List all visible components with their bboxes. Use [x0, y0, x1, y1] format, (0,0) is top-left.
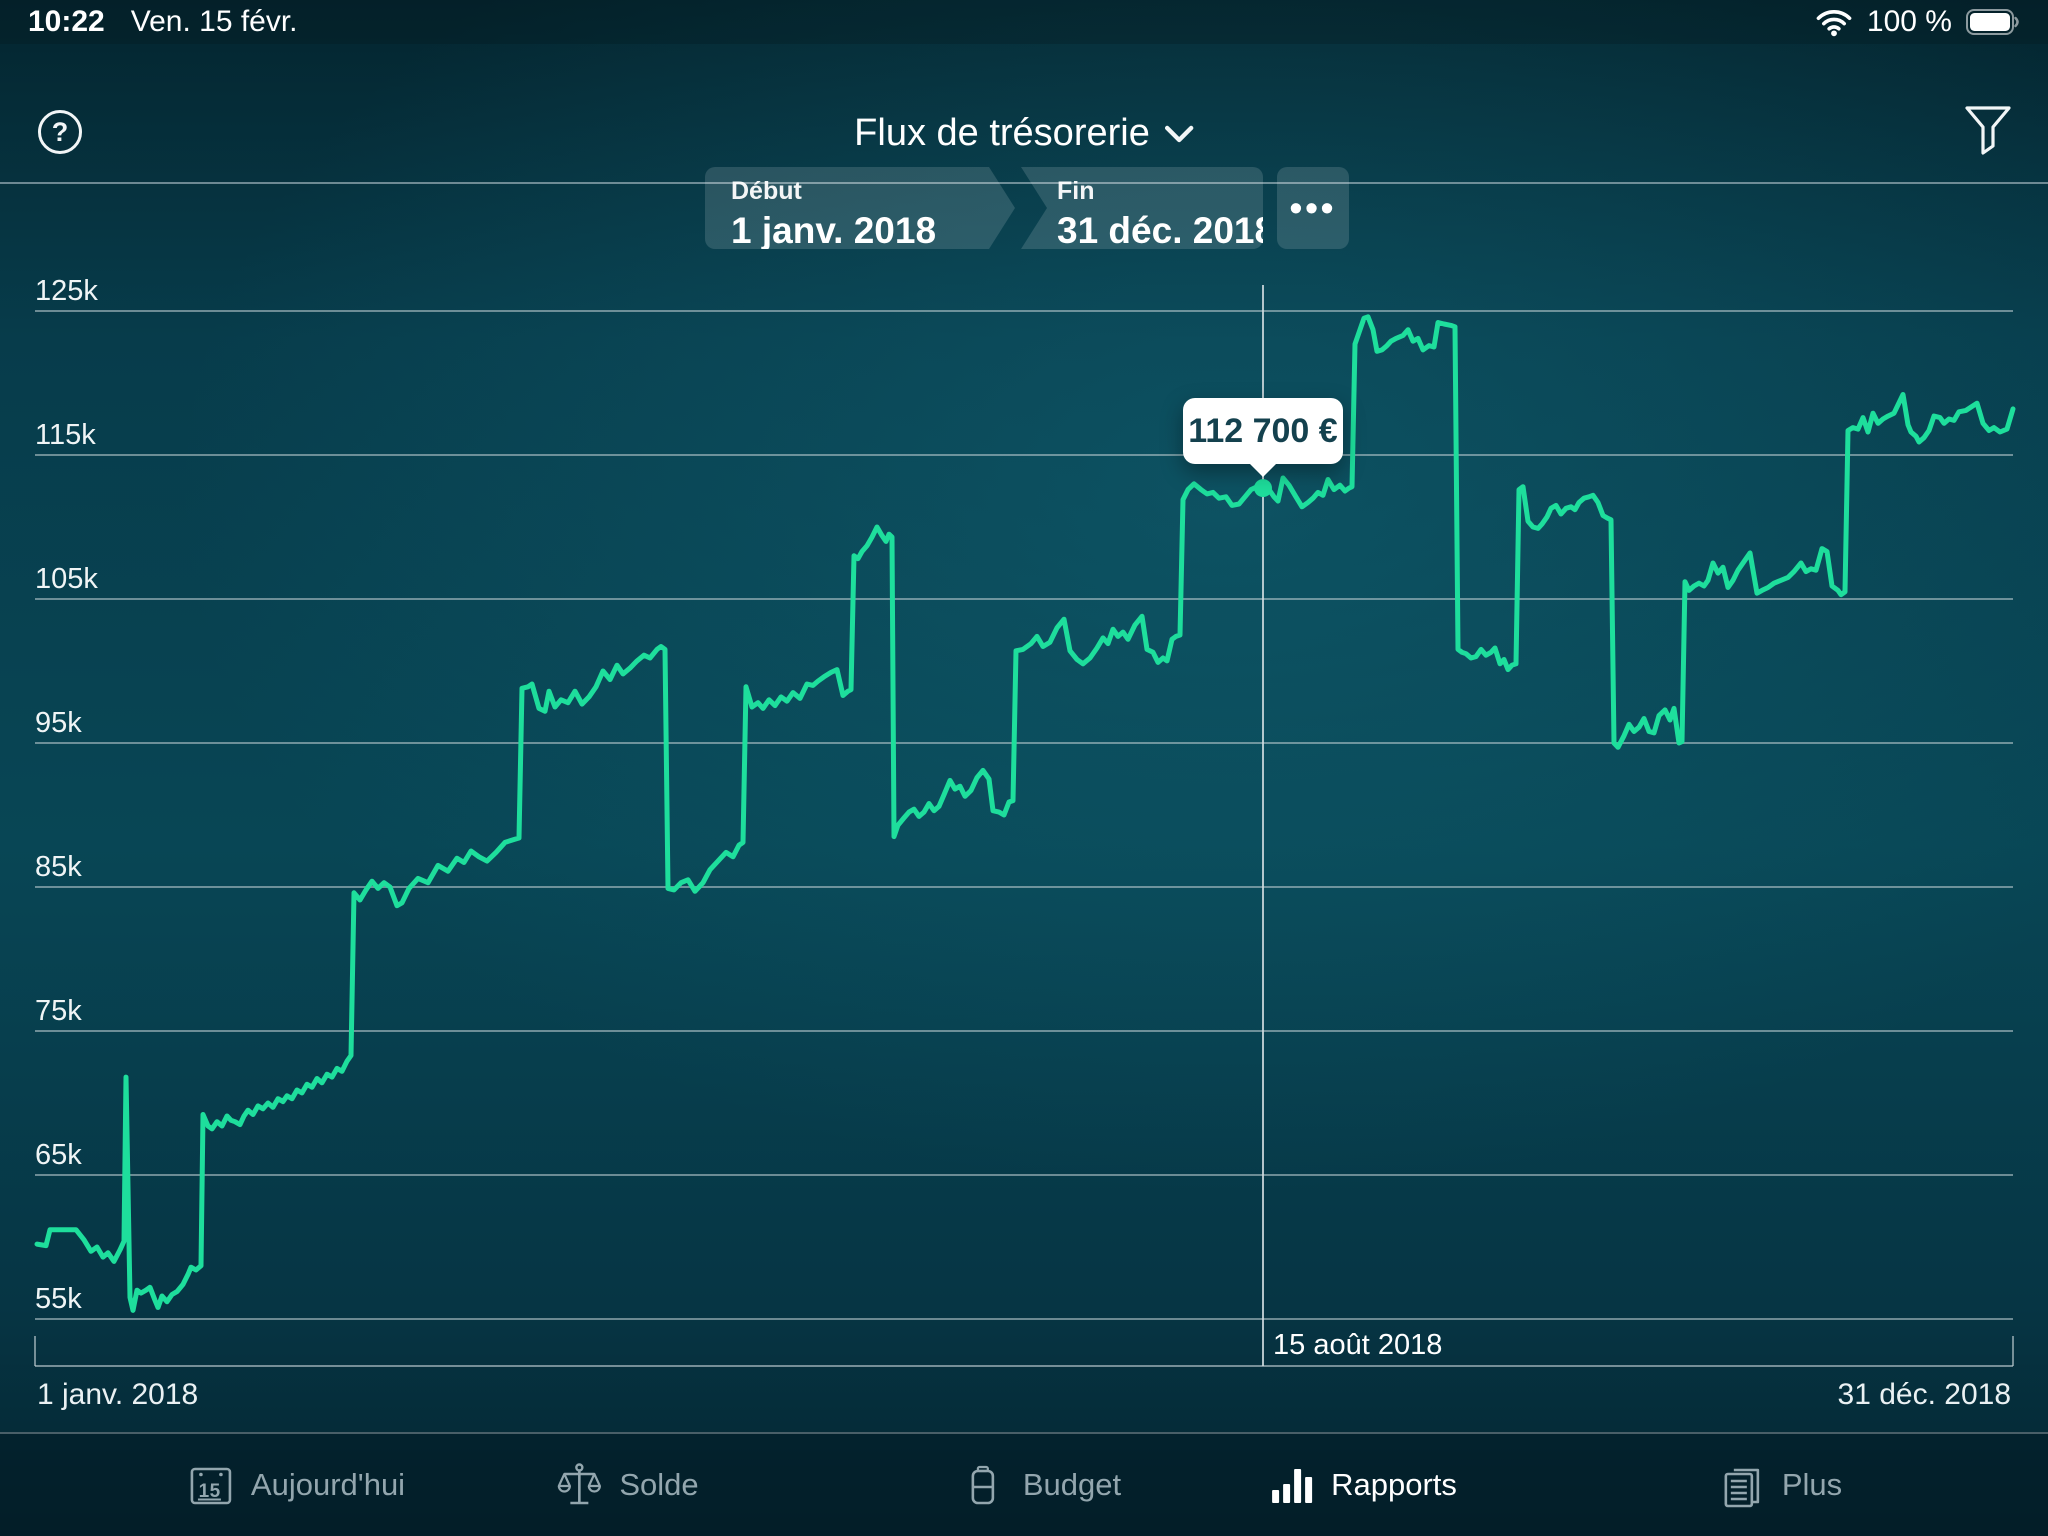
battery-icon — [1966, 9, 2019, 35]
tab-label-budget: Budget — [1022, 1467, 1122, 1502]
wifi-icon — [1816, 10, 1852, 37]
ellipsis-icon: ••• — [1289, 187, 1337, 228]
tab-budget[interactable]: Budget — [959, 1461, 1121, 1509]
svg-text:55k: 55k — [35, 1283, 82, 1315]
x-axis-end-label: 31 déc. 2018 — [1837, 1378, 2011, 1411]
tab-label-more: Plus — [1781, 1467, 1843, 1502]
svg-text:5: 5 — [210, 1481, 221, 1502]
tab-more[interactable]: Plus — [1718, 1461, 1842, 1509]
date-end-button[interactable]: Fin 31 déc. 2018 — [1021, 167, 1263, 249]
tab-balance[interactable]: Solde — [555, 1461, 699, 1509]
battery-vertical-icon — [971, 1465, 995, 1505]
x-axis-start-label: 1 janv. 2018 — [37, 1378, 199, 1411]
tab-reports[interactable]: Rapports — [1267, 1461, 1457, 1509]
svg-text:1: 1 — [199, 1481, 210, 1502]
page-title: Flux de trésorerie — [854, 112, 1150, 154]
status-bar: 10:22 Ven. 15 févr. 100 % — [0, 0, 2048, 44]
svg-text:75k: 75k — [35, 995, 82, 1027]
title-dropdown[interactable]: Flux de trésorerie — [854, 112, 1194, 155]
header-separator — [0, 182, 2048, 184]
value-tooltip: 112 700 € — [1183, 398, 1343, 464]
date-start-label: Début — [731, 177, 802, 205]
date-range-more-button[interactable]: ••• — [1277, 167, 1349, 249]
help-button[interactable]: ? — [38, 110, 82, 154]
battery-percent: 100 % — [1866, 5, 1952, 38]
svg-text:65k: 65k — [35, 1139, 82, 1171]
pages-icon — [1724, 1468, 1760, 1508]
tab-today[interactable]: 1 5 Aujourd'hui — [187, 1461, 405, 1509]
tab-bar: 1 5 Aujourd'hui Solde Budget — [0, 1432, 2048, 1536]
svg-text:115k: 115k — [35, 419, 96, 451]
calendar-15-icon: 1 5 — [190, 1467, 232, 1505]
chevron-down-icon — [1164, 125, 1194, 142]
date-start-value: 1 janv. 2018 — [731, 210, 937, 251]
svg-text:125k: 125k — [35, 275, 98, 307]
svg-text:85k: 85k — [35, 851, 82, 883]
date-start-button[interactable]: Début 1 janv. 2018 — [705, 167, 1015, 249]
tab-label-balance: Solde — [619, 1467, 699, 1502]
filter-funnel-icon[interactable] — [1962, 102, 2014, 160]
tab-label-today: Aujourd'hui — [250, 1467, 406, 1502]
svg-text:15 août 2018: 15 août 2018 — [1273, 1329, 1442, 1361]
date-end-label: Fin — [1057, 177, 1095, 205]
date-end-value: 31 déc. 2018 — [1057, 210, 1276, 251]
svg-text:95k: 95k — [35, 707, 82, 739]
header: ? Flux de trésorerie — [0, 44, 2048, 184]
svg-text:105k: 105k — [35, 563, 98, 595]
date-range-selector: Début 1 janv. 2018 Fin 31 déc. 2018 ••• — [0, 167, 2048, 249]
question-mark-icon: ? — [51, 116, 69, 147]
bar-chart-icon — [1272, 1469, 1313, 1503]
status-date: Ven. 15 févr. — [130, 5, 298, 38]
clock: 10:22 — [28, 5, 105, 38]
tab-label-reports: Rapports — [1331, 1467, 1457, 1502]
tooltip-value: 112 700 € — [1188, 411, 1338, 450]
scales-icon — [557, 1463, 601, 1505]
